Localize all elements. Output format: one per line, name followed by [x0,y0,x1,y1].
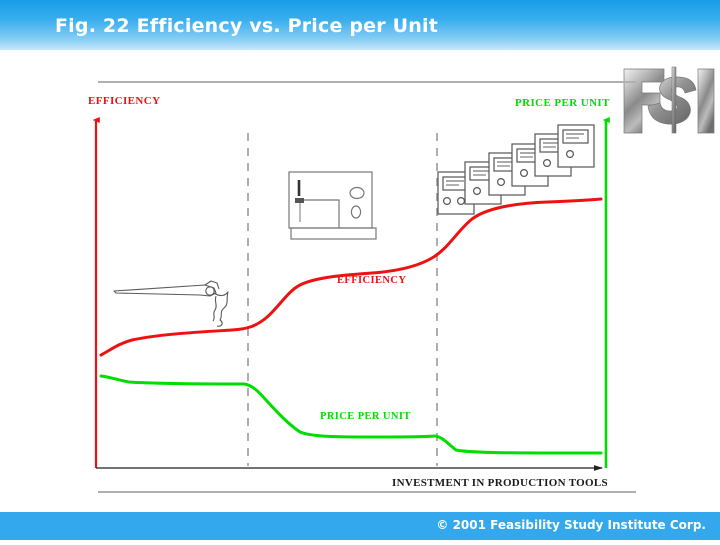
x-axis-label: INVESTMENT IN PRODUCTION TOOLS [392,477,608,489]
series-label-price-per-unit: PRICE PER UNIT [320,411,411,422]
hand-tool-clipart [113,280,229,327]
slide-footer-bar [0,512,720,540]
sewing-machine-clipart [288,171,377,240]
slide-header-bar [0,0,720,50]
series-efficiency [99,197,603,357]
divider-rule-bottom [98,491,636,493]
page-title: Fig. 22 Efficiency vs. Price per Unit [55,15,438,37]
y-axis-right-label: PRICE PER UNIT [515,97,610,109]
series-price-per-unit [99,374,603,455]
copyright-notice: © 2001 Feasibility Study Institute Corp. [436,518,706,532]
divider-rule-top [98,81,636,83]
computer-tower-stack-clipart [437,124,595,215]
y-axis-left-label: EFFICIENCY [88,95,161,107]
series-label-efficiency: EFFICIENCY [337,275,407,286]
fsi-logo [618,55,718,140]
tower-icon [557,124,595,168]
